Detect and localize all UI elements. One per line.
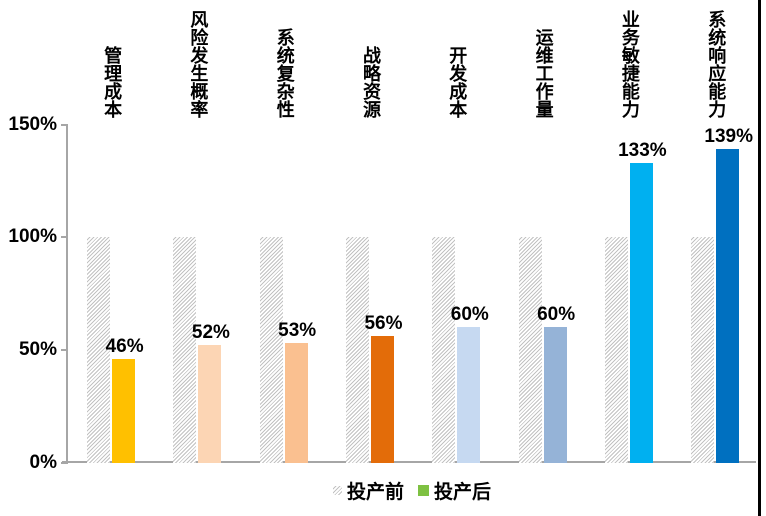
bar-pre-production <box>604 237 628 463</box>
value-label: 52% <box>191 322 230 344</box>
bar-pre-production <box>432 237 456 463</box>
bar-post-production <box>716 149 740 463</box>
category-label: 管理成本 <box>102 46 123 118</box>
y-axis-tick <box>61 461 68 464</box>
value-label: 53% <box>278 320 317 342</box>
y-axis-tick <box>61 123 68 126</box>
bar-pre-production <box>691 237 715 463</box>
legend-swatch-hatched <box>332 485 342 495</box>
bar-pre-production <box>173 237 197 463</box>
legend: 投产前 投产后 <box>68 477 756 503</box>
y-axis-tick <box>61 236 68 239</box>
legend-item-pre: 投产前 <box>332 477 404 504</box>
bar-pre-production <box>259 237 283 463</box>
value-label: 133% <box>618 139 667 161</box>
bar-post-production <box>284 343 308 463</box>
bar-post-production <box>370 336 395 463</box>
y-axis-tick-label: 50% <box>18 338 57 360</box>
legend-swatch-green <box>418 484 429 496</box>
bar-pre-production <box>345 237 370 463</box>
value-label: 60% <box>537 304 576 326</box>
category-label: 运维工作量 <box>533 28 554 118</box>
category-label: 系统响应能力 <box>706 10 727 118</box>
bar-pre-production <box>87 237 111 463</box>
y-axis-tick-label: 100% <box>8 226 57 248</box>
bar-post-production <box>543 327 567 463</box>
legend-label-pre: 投产前 <box>346 481 404 503</box>
bar-pre-production <box>518 237 542 463</box>
value-label: 46% <box>105 335 144 357</box>
x-axis-baseline <box>62 461 756 463</box>
y-axis-tick <box>61 348 68 351</box>
category-label: 风险发生概率 <box>188 10 209 118</box>
bar-post-production <box>629 162 653 463</box>
bar-post-production <box>198 345 222 463</box>
value-label: 56% <box>364 313 403 335</box>
category-label: 开发成本 <box>447 46 468 118</box>
category-label: 业务敏捷能力 <box>619 10 640 118</box>
y-axis-tick-label: 150% <box>8 113 57 135</box>
page-right-border <box>758 0 761 516</box>
value-label: 60% <box>450 304 489 326</box>
bar-post-production <box>112 358 136 463</box>
legend-item-post: 投产后 <box>418 477 491 504</box>
legend-label-post: 投产后 <box>434 481 492 503</box>
y-axis-line <box>66 125 68 463</box>
category-label: 系统复杂性 <box>274 28 295 118</box>
category-label: 战略资源 <box>361 46 381 118</box>
y-axis-tick-label: 0% <box>29 451 57 473</box>
value-label: 139% <box>704 126 753 148</box>
bar-post-production <box>457 327 481 463</box>
